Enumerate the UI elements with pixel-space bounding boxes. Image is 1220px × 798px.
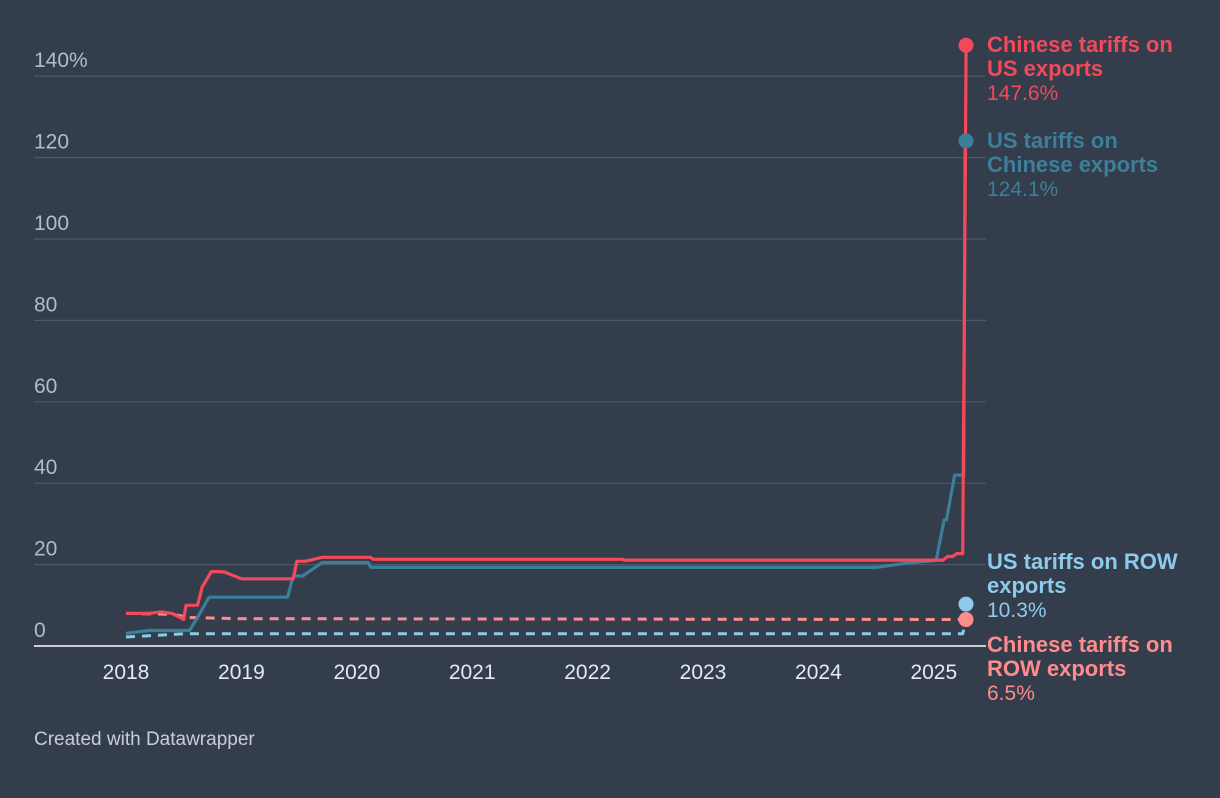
series-name-line: Chinese exports <box>987 152 1158 177</box>
x-tick-label: 2023 <box>680 661 727 684</box>
series-end-value: 10.3% <box>987 599 1047 622</box>
y-tick-label: 100 <box>34 212 69 235</box>
y-tick-label: 20 <box>34 538 57 561</box>
y-tick-label: 40 <box>34 456 57 479</box>
series-end-dots <box>958 37 974 628</box>
series-lines <box>125 43 972 639</box>
x-tick-label: 2019 <box>218 661 265 684</box>
series-line-us-row <box>125 603 972 639</box>
series-name-line: US exports <box>987 56 1103 81</box>
x-tick-label: 2024 <box>795 661 842 684</box>
series-line-us-cn <box>125 139 970 635</box>
x-tick-label: 2022 <box>564 661 611 684</box>
series-line-cn-row <box>125 611 969 621</box>
y-tick-label: 0 <box>34 619 46 642</box>
series-line-cn-us <box>126 43 970 622</box>
footer-credit: Created with Datawrapper <box>34 729 255 750</box>
series-end-value: 6.5% <box>987 682 1035 705</box>
series-name-line: Chinese tariffs on <box>987 632 1173 657</box>
series-end-value: 124.1% <box>987 178 1058 201</box>
x-tick-label: 2020 <box>333 661 380 684</box>
y-tick-label: 60 <box>34 375 57 398</box>
series-name-line: US tariffs on ROW <box>987 549 1178 574</box>
end-dot-us-cn <box>958 133 974 149</box>
gridlines <box>34 75 986 647</box>
x-tick-label: 2018 <box>103 661 150 684</box>
y-tick-label: 120 <box>34 131 69 154</box>
end-dot-cn-row <box>958 612 974 628</box>
series-end-value: 147.6% <box>987 82 1058 105</box>
series-name-line: exports <box>987 573 1066 598</box>
x-tick-label: 2021 <box>449 661 496 684</box>
y-axis-ticks: 0 20 40 60 80 100 120 140% <box>34 49 88 642</box>
y-tick-label: 140% <box>34 49 88 72</box>
series-name-line: ROW exports <box>987 656 1126 681</box>
series-name-line: US tariffs on <box>987 128 1118 153</box>
x-axis-ticks: 2018 2019 2020 2021 2022 2023 2024 2025 <box>103 661 958 684</box>
x-tick-label: 2025 <box>910 661 957 684</box>
end-dot-cn-us <box>958 37 974 53</box>
end-dot-us-row <box>958 596 974 612</box>
y-tick-label: 80 <box>34 293 57 316</box>
series-name-line: Chinese tariffs on <box>987 32 1173 57</box>
